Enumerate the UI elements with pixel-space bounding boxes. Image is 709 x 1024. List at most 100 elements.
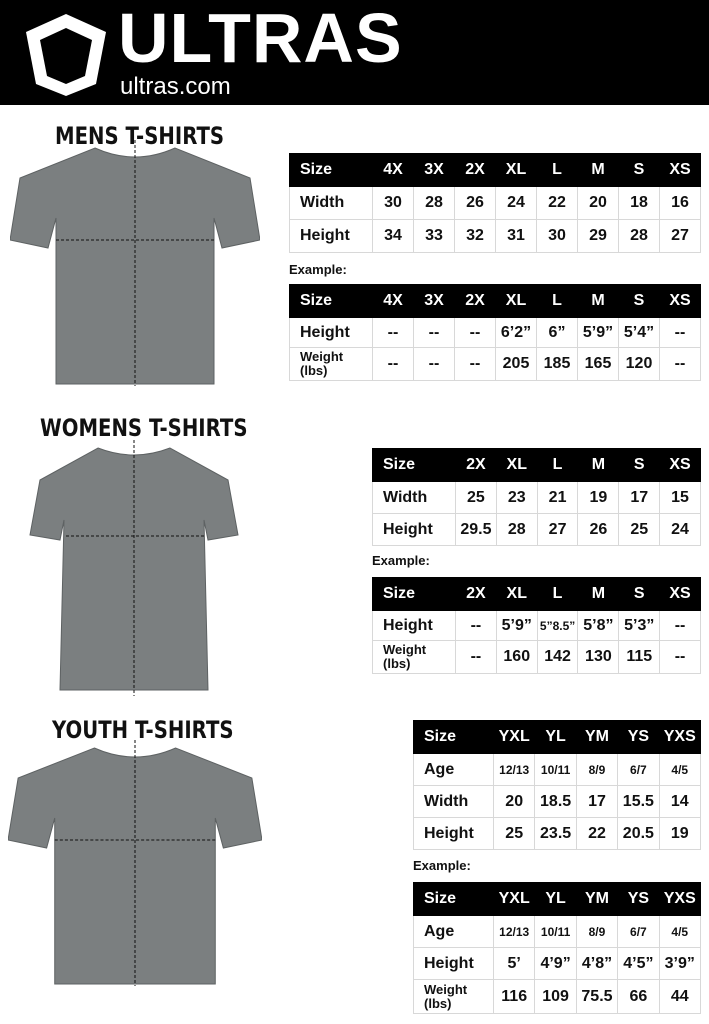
table-cell: 30	[536, 219, 578, 253]
row-label: Height	[413, 817, 494, 850]
column-header: S	[618, 153, 660, 187]
column-header: M	[577, 448, 620, 482]
column-header: S	[618, 284, 660, 318]
column-header: YS	[617, 882, 660, 916]
table-cell: 8/9	[575, 753, 619, 786]
table-cell: 26	[454, 186, 496, 220]
t-shirt-image	[9, 140, 261, 393]
section-title: WOMENS T-SHIRTS	[40, 414, 248, 442]
column-header: YXS	[658, 720, 701, 754]
table-cell: 28	[413, 186, 455, 220]
table-cell: 4’5”	[617, 947, 660, 980]
size-table: Size 2X XL L M S XS Height -- 5’9” 5”8.5” 5’8” 5’3” -…	[372, 577, 701, 674]
row-label: Width	[289, 186, 373, 220]
table-cell: 10/11	[534, 915, 577, 948]
row-label: Weight (lbs)	[413, 979, 494, 1014]
column-header: YM	[575, 882, 619, 916]
table-cell: 29.5	[455, 513, 497, 546]
table-cell: 4’8”	[575, 947, 619, 980]
table-cell: 24	[495, 186, 537, 220]
row-label: Age	[413, 753, 494, 786]
table-cell: 5’	[492, 947, 536, 980]
column-header: M	[577, 153, 619, 187]
table-cell: 120	[618, 347, 660, 381]
table-cell: 34	[372, 219, 414, 253]
table-cell: 142	[536, 640, 579, 674]
row-label: Height	[372, 610, 456, 641]
column-header: Size	[289, 284, 373, 318]
column-header: XS	[659, 448, 701, 482]
table-cell: 185	[536, 347, 578, 381]
column-header: Size	[289, 153, 373, 187]
column-header: YS	[617, 720, 660, 754]
table-cell: 6’2”	[495, 317, 537, 348]
brand-url[interactable]: ultras.com	[120, 73, 231, 100]
column-header: M	[577, 577, 620, 611]
column-header: L	[536, 153, 578, 187]
table-cell: 28	[495, 513, 538, 546]
example-label: Example:	[372, 553, 430, 568]
table-cell: 23.5	[534, 817, 577, 850]
row-label: Width	[413, 785, 494, 818]
size-table: Size 4X 3X 2X XL L M S XS Width 30 28 26 24 22 20 18 16 He…	[289, 153, 701, 253]
column-header: YM	[575, 720, 619, 754]
column-header: L	[536, 577, 579, 611]
table-cell: 31	[495, 219, 537, 253]
table-cell: 32	[454, 219, 496, 253]
size-table: Size YXL YL YM YS YXS Age 12/13 10/11 8/9 6/7 4/5 Wi…	[413, 720, 701, 850]
column-header: 2X	[454, 153, 496, 187]
section-title: MENS T-SHIRTS	[55, 122, 225, 150]
column-header: YXS	[658, 882, 701, 916]
table-cell: 5’4”	[618, 317, 660, 348]
column-header: 4X	[372, 153, 414, 187]
table-cell: 130	[577, 640, 620, 674]
table-cell: 165	[577, 347, 619, 381]
table-cell: 4/5	[658, 753, 701, 786]
table-cell: 25	[618, 513, 661, 546]
table-cell: 28	[618, 219, 660, 253]
table-cell: 115	[618, 640, 661, 674]
table-cell: --	[659, 317, 701, 348]
row-label: Age	[413, 915, 494, 948]
column-header: YXL	[492, 882, 536, 916]
table-cell: 17	[575, 785, 619, 818]
table-cell: --	[455, 610, 497, 641]
brand-name: ULTRAS	[118, 0, 403, 77]
column-header: YL	[534, 882, 577, 916]
row-label: Height	[372, 513, 456, 546]
table-cell: 10/11	[534, 753, 577, 786]
table-cell: 15.5	[617, 785, 660, 818]
column-header: S	[618, 577, 661, 611]
table-cell: 16	[659, 186, 701, 220]
table-cell: 6/7	[617, 915, 660, 948]
size-table: Size 4X 3X 2X XL L M S XS Height -- -- -- 6’2” 6” 5’9” 5…	[289, 284, 701, 381]
example-label: Example:	[413, 858, 471, 873]
table-cell: 20.5	[617, 817, 660, 850]
table-cell: --	[455, 640, 497, 674]
column-header: XS	[659, 153, 701, 187]
table-cell: 12/13	[492, 753, 536, 786]
table-header-row: Size YXL YL YM YS YXS	[413, 720, 701, 754]
size-table: Size 2X XL L M S XS Width 25 23 21 19 17 15 Height 29.5…	[372, 448, 701, 546]
table-cell: 4’9”	[534, 947, 577, 980]
column-header: YL	[534, 720, 577, 754]
table-row: Height -- -- -- 6’2” 6” 5’9” 5’4” --	[289, 317, 701, 348]
table-row: Age 12/13 10/11 8/9 6/7 4/5	[413, 915, 701, 948]
t-shirt-image	[7, 740, 263, 993]
example-label: Example:	[289, 262, 347, 277]
row-label: Width	[372, 481, 456, 514]
column-header: XL	[495, 448, 538, 482]
column-header: XS	[659, 284, 701, 318]
column-header: YXL	[492, 720, 536, 754]
column-header: Size	[372, 448, 456, 482]
table-cell: --	[454, 347, 496, 381]
table-cell: 24	[659, 513, 701, 546]
table-cell: 116	[492, 979, 536, 1014]
table-cell: 160	[495, 640, 538, 674]
table-cell: 5”8.5”	[536, 610, 579, 641]
table-header-row: Size 4X 3X 2X XL L M S XS	[289, 153, 701, 187]
table-row: Height -- 5’9” 5”8.5” 5’8” 5’3” --	[372, 610, 701, 641]
table-row: Width 20 18.5 17 15.5 14	[413, 785, 701, 818]
size-table: Size YXL YL YM YS YXS Age 12/13 10/11 8/9 6/7 4/5 He…	[413, 882, 701, 1014]
table-cell: 22	[575, 817, 619, 850]
